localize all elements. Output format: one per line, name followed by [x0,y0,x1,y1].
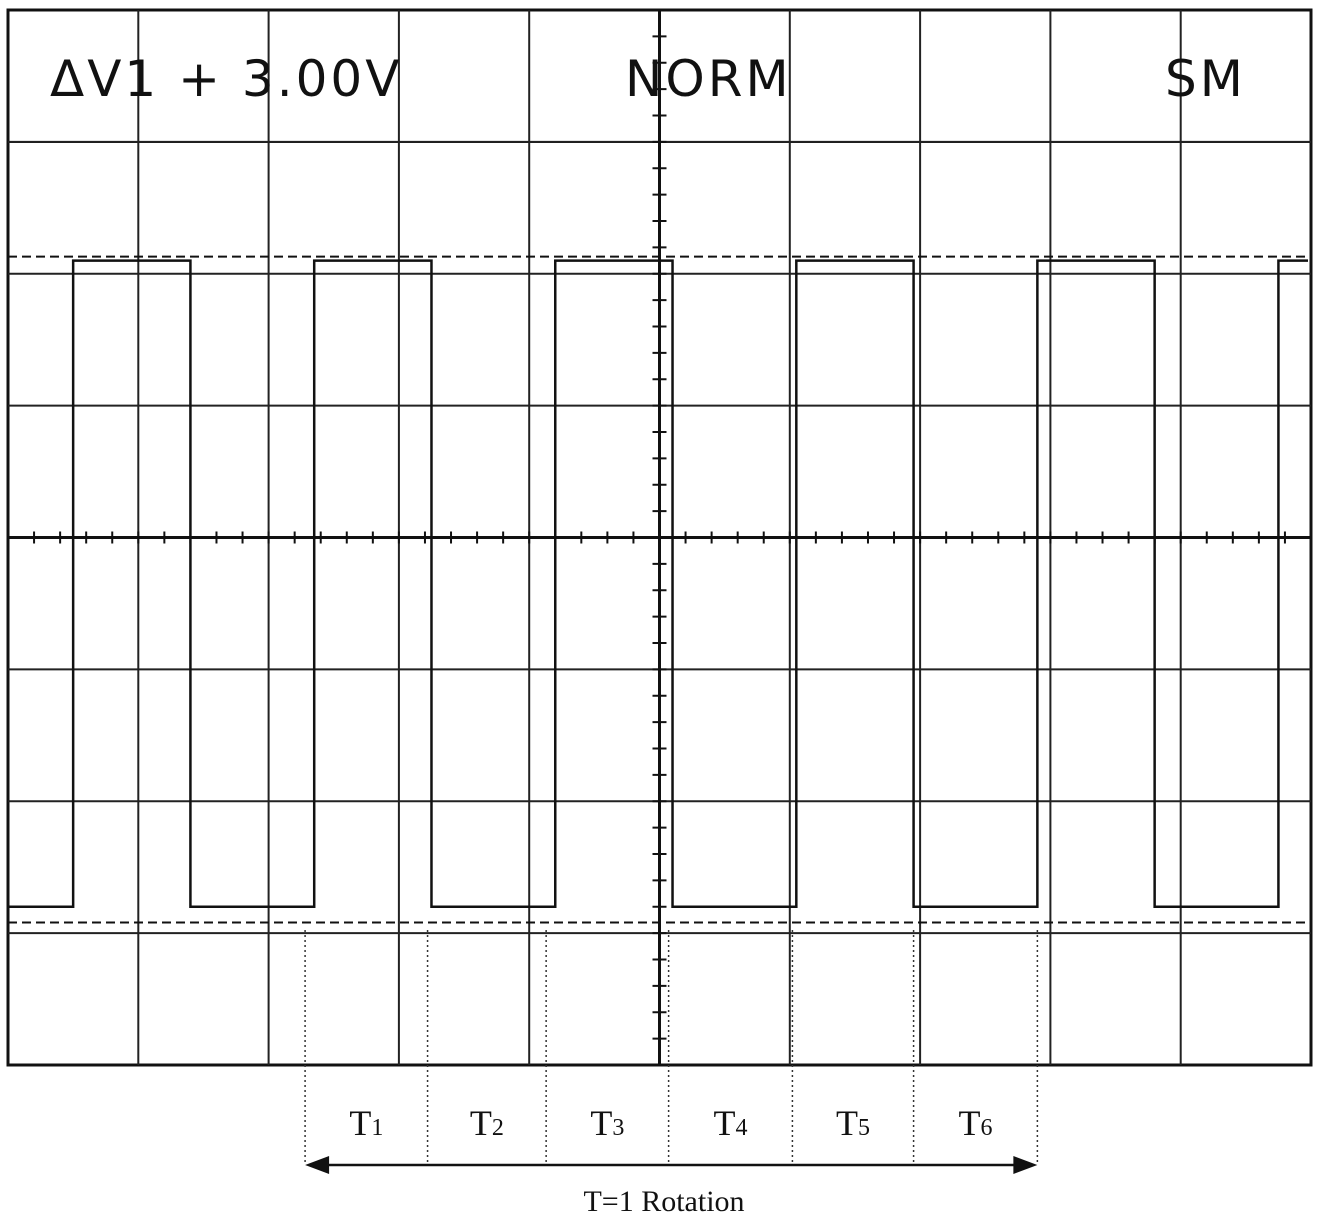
rotation-label: T=1 Rotation [583,1185,744,1218]
trigger-mode-label: NORM [625,50,792,108]
square-wave-trace [8,259,1308,908]
segment-label: T1 [349,1103,383,1143]
center-axes [7,9,1312,1066]
rotation-arrow-right-head [1013,1156,1038,1174]
delta-voltage-readout: ΔV1 + 3.00V [50,50,402,108]
header-readout: ΔV1 + 3.00V NORM SM [50,50,1246,108]
sweep-label: SM [1165,50,1246,108]
segment-label: T3 [590,1103,624,1143]
segment-label: T2 [470,1103,504,1143]
segment-label: T5 [836,1103,870,1143]
cursor-lines [8,255,1311,924]
rotation-arrow-left-head [305,1156,330,1174]
period-segments: T1 T2 T3 T4 T5 T6 [304,930,1039,1162]
segment-label: T6 [958,1103,992,1143]
segment-label: T4 [714,1103,748,1143]
rotation-span: T=1 Rotation [305,1156,1038,1218]
